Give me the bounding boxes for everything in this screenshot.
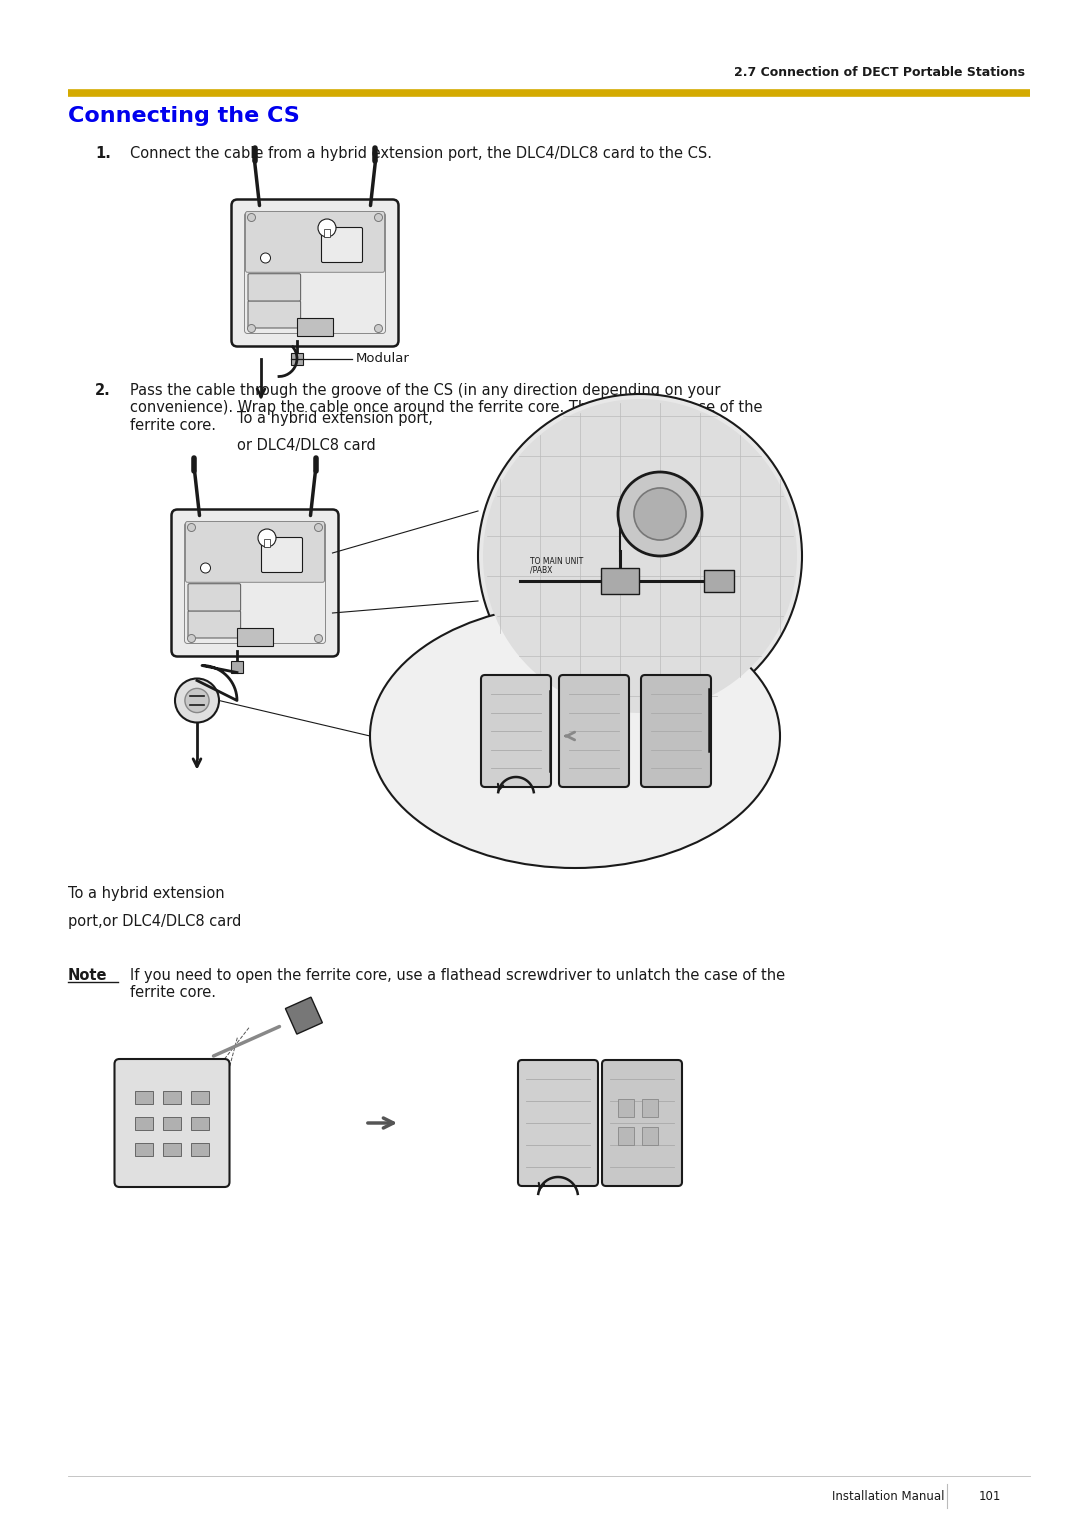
Bar [191,1091,210,1103]
Bar [191,1117,210,1129]
Text: 2.: 2. [95,384,111,397]
FancyBboxPatch shape [322,228,363,263]
Text: TO MAIN UNIT: TO MAIN UNIT [530,558,583,565]
FancyBboxPatch shape [186,521,324,582]
Text: or DLC4/DLC8 card: or DLC4/DLC8 card [237,439,376,454]
FancyBboxPatch shape [261,538,302,573]
Bar [324,229,330,237]
FancyBboxPatch shape [188,584,241,611]
Circle shape [618,472,702,556]
Text: To a hybrid extension: To a hybrid extension [68,886,225,902]
Bar [163,1143,181,1155]
Bar [237,628,273,645]
Circle shape [314,524,323,532]
Text: Modular: Modular [356,351,410,365]
Text: port,or DLC4/DLC8 card: port,or DLC4/DLC8 card [68,914,241,929]
Bar [618,1099,634,1117]
Text: Note: Note [68,969,108,983]
Circle shape [185,689,210,712]
Circle shape [247,214,256,222]
FancyBboxPatch shape [185,523,325,643]
Bar [264,539,270,547]
FancyBboxPatch shape [518,1060,598,1186]
Text: Installation Manual: Installation Manual [833,1490,945,1502]
Bar [135,1117,153,1129]
Circle shape [314,634,323,642]
FancyBboxPatch shape [481,675,551,787]
Bar [163,1091,181,1103]
Circle shape [188,524,195,532]
Text: Connecting the CS: Connecting the CS [68,105,300,125]
Polygon shape [285,998,323,1034]
Bar [135,1143,153,1155]
FancyBboxPatch shape [245,211,384,272]
Circle shape [375,214,382,222]
Bar [163,1117,181,1129]
FancyBboxPatch shape [704,570,734,591]
Bar [618,1128,634,1144]
Ellipse shape [370,604,780,868]
Circle shape [634,487,686,539]
Bar [642,1099,658,1117]
FancyBboxPatch shape [642,675,711,787]
Circle shape [483,399,797,714]
FancyBboxPatch shape [231,200,399,347]
Bar [191,1143,210,1155]
Circle shape [478,394,802,718]
Circle shape [175,678,219,723]
FancyBboxPatch shape [244,212,386,333]
Text: If you need to open the ferrite core, use a flathead screwdriver to unlatch the : If you need to open the ferrite core, us… [130,969,785,1001]
Text: 101: 101 [978,1490,1001,1502]
Circle shape [247,324,256,333]
Bar [135,1091,153,1103]
Bar [231,660,243,672]
Text: Connect the cable from a hybrid extension port, the DLC4/DLC8 card to the CS.: Connect the cable from a hybrid extensio… [130,147,712,160]
Text: 1.: 1. [95,147,111,160]
Bar [297,318,333,336]
FancyBboxPatch shape [559,675,629,787]
Text: 2.7 Connection of DECT Portable Stations: 2.7 Connection of DECT Portable Stations [734,67,1025,79]
Circle shape [318,219,336,237]
Text: /PABX: /PABX [530,565,552,575]
Circle shape [188,634,195,642]
Text: Pass the cable through the groove of the CS (in any direction depending on your
: Pass the cable through the groove of the… [130,384,762,432]
Bar [291,353,303,365]
Circle shape [260,254,270,263]
FancyBboxPatch shape [602,1060,681,1186]
Circle shape [201,562,211,573]
FancyBboxPatch shape [188,611,241,639]
FancyBboxPatch shape [248,274,300,301]
FancyBboxPatch shape [114,1059,229,1187]
Bar [642,1128,658,1144]
Text: To a hybrid extension port,: To a hybrid extension port, [237,411,433,425]
FancyBboxPatch shape [172,509,338,657]
Circle shape [258,529,276,547]
Circle shape [375,324,382,333]
FancyBboxPatch shape [600,568,639,594]
FancyBboxPatch shape [248,301,300,329]
